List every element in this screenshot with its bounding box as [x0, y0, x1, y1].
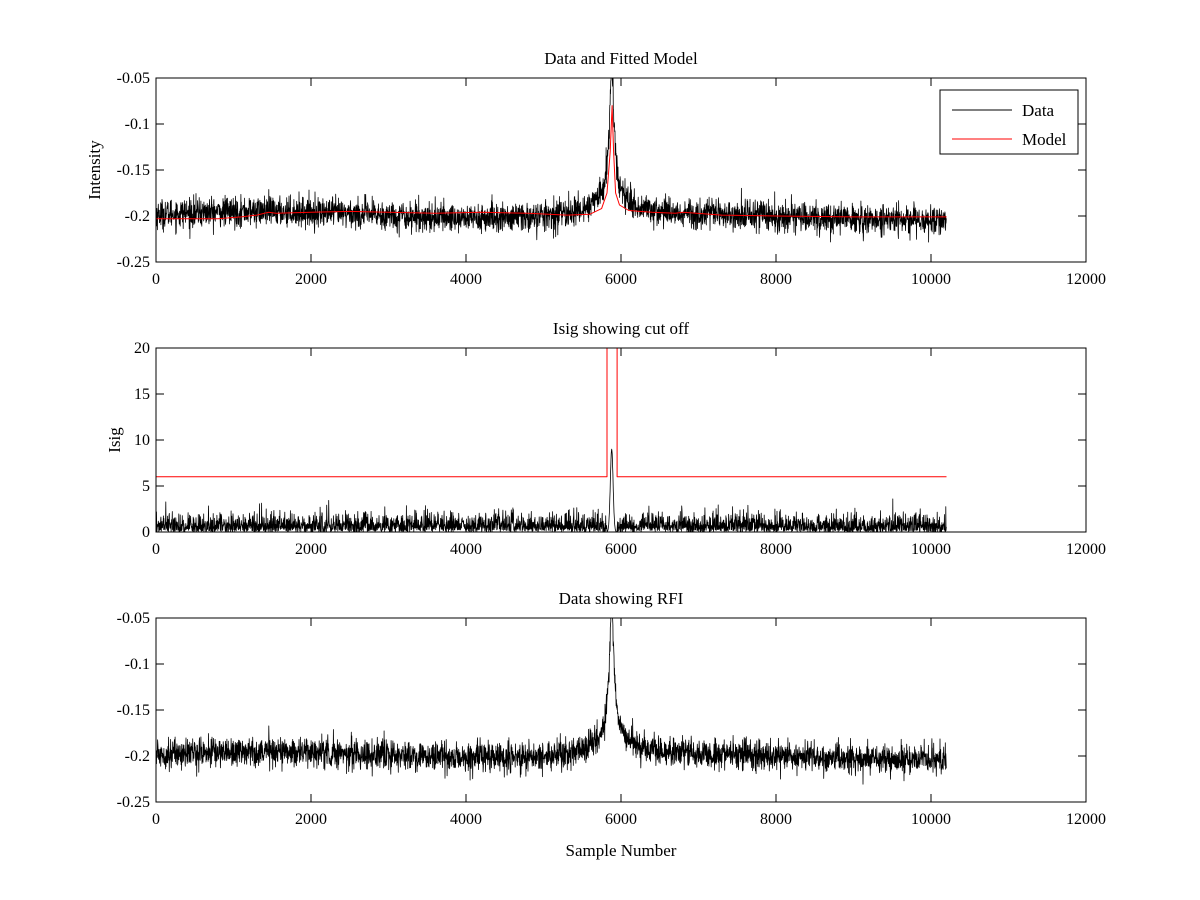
y-tick-label: -0.15 [117, 702, 150, 719]
series-cut-off-line [156, 348, 947, 478]
x-tick-label: 6000 [605, 541, 637, 558]
y-tick-label: 0 [142, 524, 150, 541]
subplot-3: 0 2000 4000 6000 8000 10000 12000 -0.25 -0.2 -0.1… [117, 589, 1106, 860]
x-tick-label: 6000 [605, 271, 637, 288]
x-tick-label: 8000 [760, 541, 792, 558]
series-group [156, 348, 947, 532]
y-axis-label: Isig [105, 427, 124, 453]
x-tick-label: 2000 [295, 541, 327, 558]
subplot-title: Data showing RFI [559, 589, 684, 608]
x-tick-label: 4000 [450, 271, 482, 288]
y-tick-label: 15 [134, 386, 150, 403]
y-tick-label: -0.25 [117, 794, 150, 811]
subplot-1: 0 2000 4000 6000 8000 10000 12000 -0.25 -0.2 -0.1… [85, 49, 1106, 288]
legend-box [939, 89, 1079, 155]
y-tick-label: -0.1 [125, 116, 150, 133]
x-tick-label: 0 [152, 811, 160, 828]
plot-area [156, 618, 1086, 802]
x-tick-label: 4000 [450, 541, 482, 558]
legend: Data Model [939, 89, 1079, 155]
y-tick-label: -0.2 [125, 748, 150, 765]
x-tick-label: 12000 [1066, 541, 1106, 558]
y-tick-label: -0.05 [117, 610, 150, 627]
series-model-line [156, 105, 947, 220]
series-group [156, 618, 947, 785]
x-tick-label: 0 [152, 271, 160, 288]
x-tick-label: 8000 [760, 811, 792, 828]
y-tick-label: 10 [134, 432, 150, 449]
x-tick-label: 0 [152, 541, 160, 558]
x-tick-label: 12000 [1066, 271, 1106, 288]
x-tick-label: 12000 [1066, 811, 1106, 828]
x-tick-label: 2000 [295, 811, 327, 828]
subplot-title: Data and Fitted Model [544, 49, 698, 68]
plot-area [156, 348, 1086, 532]
y-tick-label: -0.25 [117, 254, 150, 271]
x-tick-label: 10000 [911, 541, 951, 558]
series-data-line [156, 618, 947, 785]
x-tick-label: 8000 [760, 271, 792, 288]
x-tick-label: 6000 [605, 811, 637, 828]
x-tick-label: 2000 [295, 271, 327, 288]
subplot-title: Isig showing cut off [553, 319, 689, 338]
x-tick-label: 10000 [911, 271, 951, 288]
y-tick-label: -0.15 [117, 162, 150, 179]
legend-label-model: Model [1022, 130, 1067, 149]
y-tick-label: 5 [142, 478, 150, 495]
series-isig-line [156, 448, 947, 532]
legend-label-data: Data [1022, 101, 1055, 120]
x-axis-label: Sample Number [566, 841, 677, 860]
y-axis-label: Intensity [85, 140, 104, 200]
subplot-2: 0 2000 4000 6000 8000 10000 12000 0 5 10 15 20 Isig … [105, 319, 1106, 558]
y-tick-label: -0.2 [125, 208, 150, 225]
y-tick-label: 20 [134, 340, 150, 357]
y-tick-label: -0.1 [125, 656, 150, 673]
plot-area [156, 78, 1086, 262]
x-tick-label: 10000 [911, 811, 951, 828]
series-group [156, 78, 947, 243]
x-tick-label: 4000 [450, 811, 482, 828]
y-tick-label: -0.05 [117, 70, 150, 87]
